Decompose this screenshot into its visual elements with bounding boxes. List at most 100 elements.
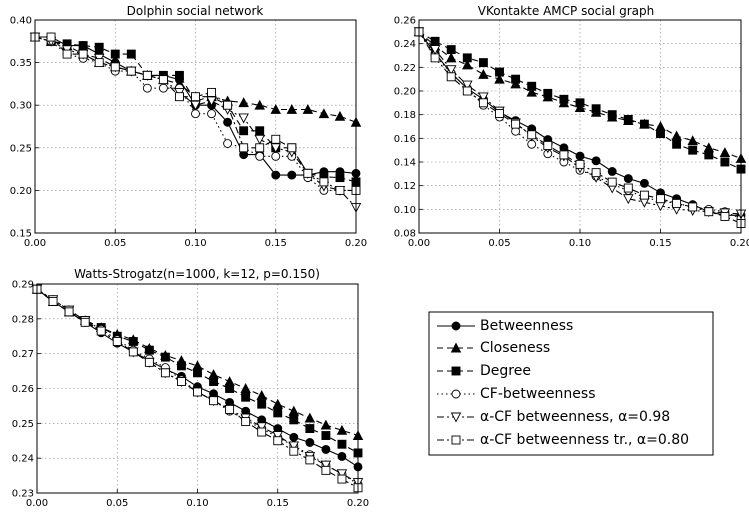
data-point: [273, 436, 283, 446]
data-point: [688, 145, 698, 155]
y-tick-label: 0.15: [10, 229, 32, 240]
data-point: [240, 383, 251, 393]
legend-marker: [451, 389, 461, 399]
data-point: [144, 345, 154, 355]
data-point: [223, 100, 233, 110]
x-tick-label: 0.15: [267, 498, 289, 509]
data-point: [126, 66, 136, 76]
data-point: [462, 86, 472, 96]
data-point: [225, 404, 235, 414]
data-point: [271, 151, 281, 161]
data-point: [429, 45, 441, 56]
data-point: [239, 143, 249, 153]
data-point: [304, 412, 316, 423]
data-point: [688, 202, 698, 212]
data-point: [623, 174, 633, 184]
y-tick-label: 0.10: [394, 205, 416, 216]
data-point: [704, 207, 714, 217]
legend-label: Betweenness: [480, 318, 573, 334]
data-point: [289, 415, 299, 425]
data-point: [271, 170, 281, 180]
y-tick-label: 0.16: [394, 134, 416, 145]
data-point: [209, 377, 219, 386]
y-tick-label: 0.26: [394, 16, 416, 27]
data-point: [239, 126, 249, 136]
y-tick-label: 0.25: [12, 419, 34, 430]
data-point: [527, 139, 537, 149]
legend-marker: [451, 435, 461, 445]
x-tick-label: 0.20: [345, 238, 367, 249]
data-point: [48, 296, 58, 306]
y-tick-label: 0.24: [394, 39, 416, 50]
data-point: [526, 86, 537, 97]
data-point: [445, 52, 457, 63]
x-tick-label: 0.15: [649, 238, 671, 249]
data-point: [623, 114, 633, 124]
data-point: [559, 150, 569, 160]
chart-title: VKontakte AMCP social graph: [478, 4, 654, 18]
data-point: [623, 194, 634, 205]
data-point: [287, 143, 297, 153]
data-point: [511, 119, 521, 129]
data-point: [174, 70, 184, 80]
axes-frame: [36, 283, 359, 494]
data-point: [96, 326, 106, 336]
data-point: [238, 97, 249, 108]
legend: Betweenness Closeness Degree CF-betweenn…: [428, 311, 714, 456]
data-point: [191, 109, 200, 119]
data-point: [462, 80, 473, 91]
data-point: [110, 62, 120, 72]
y-tick-label: 0.24: [12, 454, 34, 465]
data-point: [511, 74, 521, 84]
series-line: [418, 31, 742, 170]
y-tick-label: 0.20: [394, 87, 416, 98]
data-point: [575, 151, 585, 161]
data-point: [256, 390, 267, 400]
data-point: [462, 53, 472, 63]
legend-label: α-CF betweenness, α=0.98: [480, 409, 670, 425]
data-point: [302, 103, 314, 114]
data-point: [255, 151, 265, 161]
y-tick-label: 0.25: [10, 143, 32, 154]
data-point: [639, 119, 649, 129]
data-point: [337, 439, 347, 449]
data-point: [462, 59, 473, 70]
data-point: [591, 168, 601, 178]
data-point: [287, 170, 297, 180]
watts-strogatz-chart: Watts-Strogatz(n=1000, k=12, p=0.150) 0.…: [12, 267, 369, 509]
data-point: [320, 460, 332, 471]
data-point: [62, 49, 72, 59]
data-point: [335, 173, 345, 183]
legend-marker: [450, 412, 462, 423]
y-tick-label: 0.12: [394, 181, 416, 192]
axes-frame: [418, 19, 742, 234]
x-tick-label: 0.00: [408, 238, 430, 249]
legend-marker: [451, 321, 461, 331]
x-tick-label: 0.20: [730, 238, 749, 249]
data-point: [575, 159, 585, 169]
data-point: [174, 92, 184, 102]
data-point: [94, 42, 104, 52]
data-point: [527, 81, 537, 91]
data-point: [320, 419, 332, 430]
legend-marker: [451, 366, 461, 376]
legend-label: Closeness: [480, 340, 550, 356]
data-point: [319, 177, 329, 187]
data-point: [126, 49, 136, 59]
x-tick-label: 0.10: [184, 238, 206, 249]
data-point: [639, 190, 649, 200]
axes-frame: [34, 19, 357, 234]
data-point: [286, 103, 298, 114]
data-point: [128, 337, 138, 346]
data-point: [494, 73, 505, 84]
data-point: [158, 83, 168, 93]
data-point: [510, 78, 521, 89]
data-point: [257, 399, 267, 409]
series-line: [34, 36, 357, 183]
data-point: [80, 317, 90, 327]
series-line: [418, 31, 742, 220]
data-point: [607, 167, 617, 176]
data-point: [575, 98, 585, 108]
data-point: [176, 361, 186, 371]
data-point: [687, 135, 698, 146]
